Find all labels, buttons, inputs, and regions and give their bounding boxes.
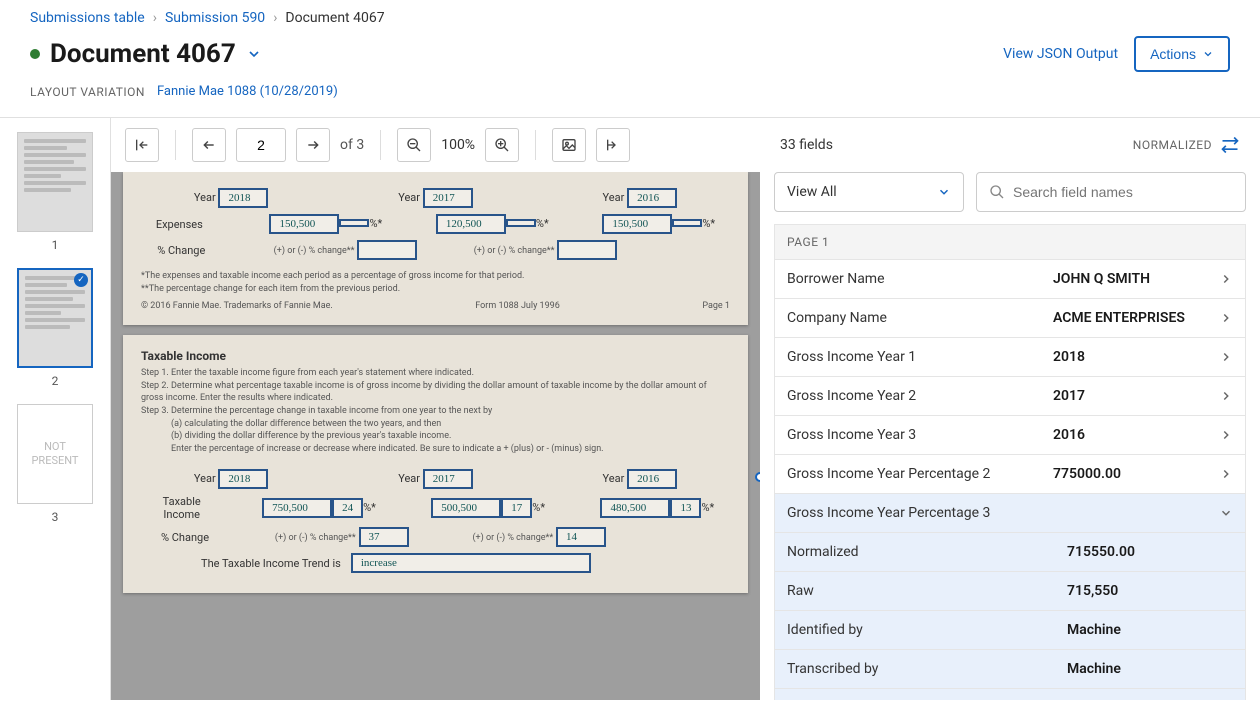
doc-page-bottom: Taxable Income Step 1. Enter the taxable…	[123, 335, 748, 593]
chevron-right-icon	[1219, 467, 1233, 481]
collapse-left-button[interactable]	[125, 128, 159, 162]
prev-page-button[interactable]	[192, 128, 226, 162]
field-row[interactable]: Gross Income Year 2 2017	[774, 377, 1246, 416]
check-icon: ✓	[74, 273, 88, 287]
breadcrumb: Submissions table › Submission 590 › Doc…	[30, 10, 1230, 26]
list-view-button[interactable]	[596, 128, 630, 162]
layout-variation-link[interactable]: Fannie Mae 1088 (10/28/2019)	[157, 84, 338, 99]
field-row[interactable]: Gross Income Year 3 2016	[774, 416, 1246, 455]
thumbnail-2-label: 2	[52, 374, 59, 388]
field-sub-row[interactable]: Normalized 715550.00	[774, 533, 1246, 572]
search-icon	[989, 184, 1005, 200]
field-list: PAGE 1 Borrower Name JOHN Q SMITH Compan…	[760, 224, 1260, 700]
thumbnail-1-label: 1	[52, 238, 59, 252]
field-highlight-dot	[755, 472, 760, 482]
chevron-down-icon	[937, 185, 951, 199]
thumbnail-2[interactable]: ✓	[17, 268, 93, 368]
page-total-label: of 3	[340, 137, 364, 153]
field-sub-row[interactable]: Identified by Machine	[774, 611, 1246, 650]
field-sub-row[interactable]: Raw 715,550	[774, 572, 1246, 611]
field-row[interactable]: Gross Income Year Percentage 2 775000.00	[774, 455, 1246, 494]
next-page-button[interactable]	[296, 128, 330, 162]
swap-icon[interactable]	[1220, 135, 1240, 155]
doc-page-top: Year 2018 Year 2017 Year 2016 Expenses 1…	[123, 172, 748, 325]
chevron-right-icon	[1219, 311, 1233, 325]
zoom-level: 100%	[441, 137, 475, 153]
view-json-link[interactable]: View JSON Output	[1003, 46, 1118, 62]
layout-variation-label: LAYOUT VARIATION	[30, 85, 145, 99]
page-number-input[interactable]	[236, 128, 286, 162]
actions-button-label: Actions	[1150, 46, 1196, 62]
field-page-header: PAGE 1	[774, 224, 1246, 260]
field-row[interactable]: Borrower Name JOHN Q SMITH	[774, 260, 1246, 299]
search-input[interactable]	[1013, 184, 1233, 200]
filter-dropdown-label: View All	[787, 184, 837, 200]
field-row[interactable]: Company Name ACME ENTERPRISES	[774, 299, 1246, 338]
image-view-button[interactable]	[552, 128, 586, 162]
status-dot	[30, 49, 40, 59]
zoom-out-button[interactable]	[397, 128, 431, 162]
filter-dropdown[interactable]: View All	[774, 172, 964, 212]
actions-button[interactable]: Actions	[1134, 36, 1230, 72]
normalized-label: NORMALIZED	[1133, 138, 1212, 152]
title-dropdown-icon[interactable]	[246, 46, 262, 62]
thumbnail-strip: 1 ✓ 2 NOT PRESENT 3	[0, 118, 110, 700]
chevron-right-icon	[1219, 350, 1233, 364]
breadcrumb-root[interactable]: Submissions table	[30, 10, 145, 26]
zoom-in-button[interactable]	[485, 128, 519, 162]
field-row[interactable]: Gross Income Year 1 2018	[774, 338, 1246, 377]
document-canvas[interactable]: Year 2018 Year 2017 Year 2016 Expenses 1…	[111, 172, 760, 700]
viewer-toolbar: of 3 100%	[111, 118, 760, 172]
field-sub-row[interactable]: Data Type Currency Amount	[774, 689, 1246, 700]
field-row-expanded[interactable]: Gross Income Year Percentage 3	[774, 494, 1246, 533]
field-sub-row[interactable]: Transcribed by Machine	[774, 650, 1246, 689]
breadcrumb-submission[interactable]: Submission 590	[165, 10, 265, 26]
page-title: Document 4067	[50, 39, 236, 69]
chevron-down-icon	[1202, 48, 1214, 60]
breadcrumb-sep: ›	[153, 10, 157, 26]
chevron-right-icon	[1219, 389, 1233, 403]
fields-count-label: 33 fields	[780, 137, 833, 153]
thumbnail-3-label: 3	[52, 510, 59, 524]
chevron-right-icon	[1219, 428, 1233, 442]
breadcrumb-current: Document 4067	[285, 10, 384, 26]
chevron-down-icon	[1219, 506, 1233, 520]
search-box[interactable]	[976, 172, 1246, 212]
breadcrumb-sep: ›	[273, 10, 277, 26]
thumbnail-3[interactable]: NOT PRESENT	[17, 404, 93, 504]
thumbnail-1[interactable]	[17, 132, 93, 232]
chevron-right-icon	[1219, 272, 1233, 286]
